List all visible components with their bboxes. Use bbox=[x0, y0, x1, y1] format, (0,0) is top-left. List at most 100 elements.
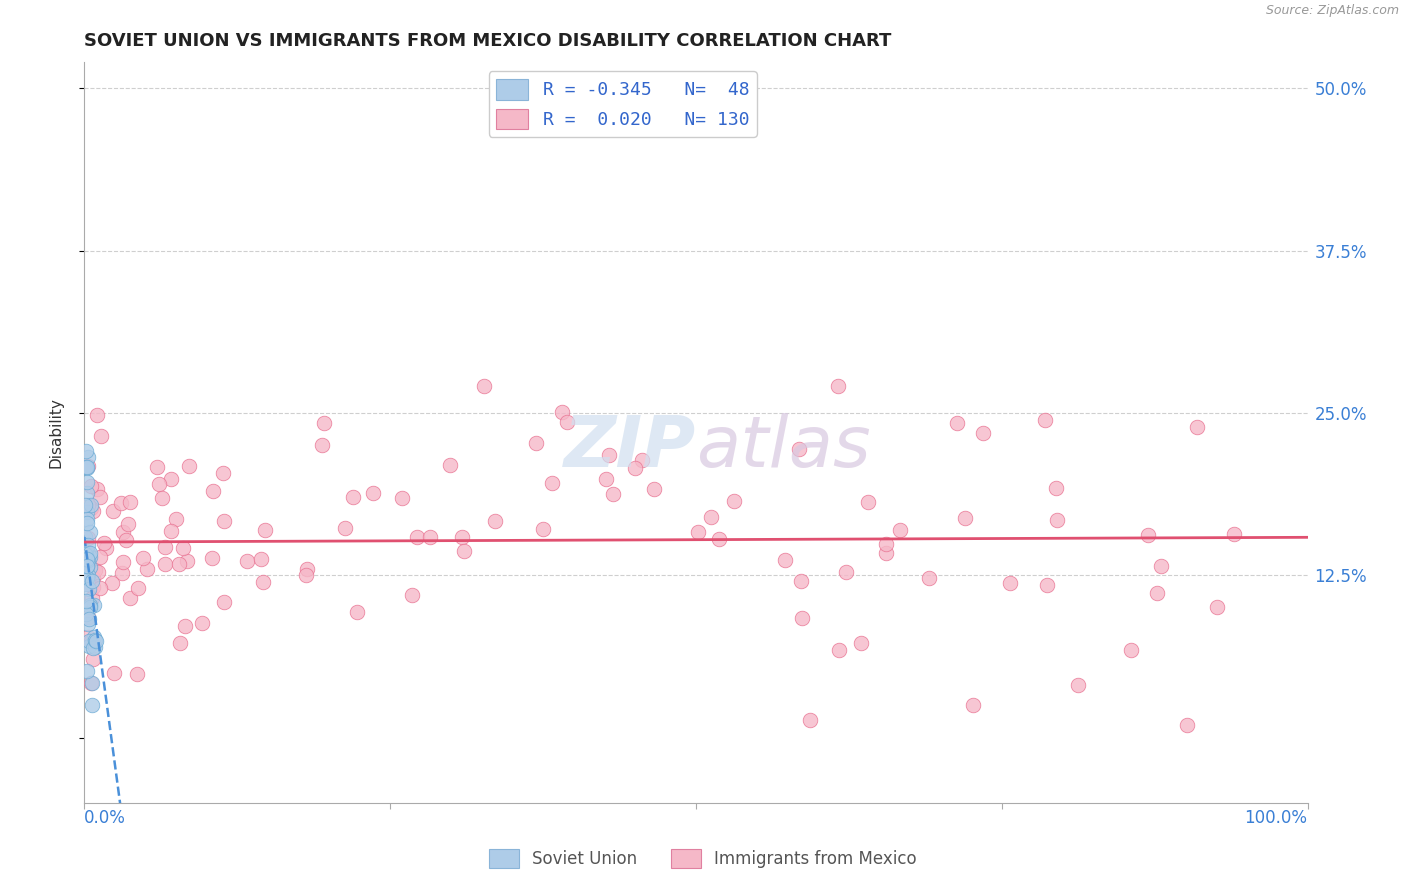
Point bbox=[249, 552, 271, 566]
Point bbox=[79, 559, 101, 574]
Point bbox=[76, 505, 98, 519]
Point bbox=[1223, 527, 1246, 541]
Point bbox=[972, 426, 994, 441]
Point bbox=[79, 598, 101, 612]
Point bbox=[76, 511, 98, 525]
Point bbox=[835, 565, 858, 579]
Legend: Soviet Union, Immigrants from Mexico: Soviet Union, Immigrants from Mexico bbox=[482, 842, 924, 875]
Point bbox=[439, 458, 461, 472]
Point bbox=[962, 698, 984, 712]
Point bbox=[75, 549, 97, 563]
Point bbox=[202, 483, 225, 498]
Point bbox=[77, 450, 100, 464]
Point bbox=[127, 581, 149, 595]
Point bbox=[551, 405, 574, 419]
Point bbox=[531, 522, 554, 536]
Point bbox=[159, 472, 181, 486]
Point bbox=[1046, 513, 1069, 527]
Point bbox=[212, 514, 235, 528]
Point bbox=[77, 531, 100, 545]
Point bbox=[77, 582, 100, 596]
Text: 100.0%: 100.0% bbox=[1244, 809, 1308, 827]
Point bbox=[1121, 642, 1143, 657]
Point bbox=[77, 610, 100, 624]
Point bbox=[83, 598, 105, 612]
Text: SOVIET UNION VS IMMIGRANTS FROM MEXICO DISABILITY CORRELATION CHART: SOVIET UNION VS IMMIGRANTS FROM MEXICO D… bbox=[84, 32, 891, 50]
Point bbox=[77, 639, 100, 653]
Text: ZIP: ZIP bbox=[564, 413, 696, 482]
Point bbox=[342, 490, 364, 504]
Point bbox=[79, 546, 101, 560]
Point bbox=[76, 475, 98, 489]
Point bbox=[858, 495, 880, 509]
Point bbox=[1187, 420, 1209, 434]
Point bbox=[401, 588, 423, 602]
Point bbox=[1175, 718, 1198, 732]
Point bbox=[77, 576, 100, 591]
Point bbox=[311, 438, 333, 452]
Point bbox=[82, 591, 104, 605]
Point bbox=[79, 633, 101, 648]
Point bbox=[100, 576, 122, 591]
Legend: R = -0.345   N=  48, R =  0.020   N= 130: R = -0.345 N= 48, R = 0.020 N= 130 bbox=[488, 71, 756, 136]
Point bbox=[75, 547, 97, 561]
Point bbox=[235, 554, 257, 568]
Y-axis label: Disability: Disability bbox=[49, 397, 63, 468]
Point bbox=[86, 482, 108, 496]
Point bbox=[77, 568, 100, 582]
Point bbox=[602, 487, 624, 501]
Point bbox=[484, 514, 506, 528]
Point bbox=[889, 523, 911, 537]
Point bbox=[419, 530, 441, 544]
Point bbox=[176, 554, 198, 568]
Point bbox=[76, 460, 98, 475]
Point bbox=[790, 610, 813, 624]
Point bbox=[80, 675, 103, 690]
Point bbox=[201, 551, 224, 566]
Point bbox=[148, 476, 170, 491]
Point bbox=[1036, 578, 1059, 592]
Point bbox=[79, 612, 101, 626]
Point bbox=[76, 516, 98, 530]
Point bbox=[346, 605, 368, 619]
Point bbox=[211, 467, 233, 481]
Point bbox=[174, 618, 197, 632]
Point bbox=[361, 486, 384, 500]
Point bbox=[153, 540, 176, 554]
Point bbox=[135, 562, 157, 576]
Point bbox=[75, 444, 97, 458]
Point bbox=[77, 558, 100, 572]
Point bbox=[76, 559, 98, 574]
Point bbox=[79, 550, 101, 565]
Point bbox=[686, 524, 709, 539]
Point bbox=[82, 640, 104, 655]
Point bbox=[75, 607, 97, 622]
Point bbox=[84, 563, 107, 577]
Point bbox=[946, 416, 969, 430]
Point bbox=[75, 459, 97, 474]
Point bbox=[87, 565, 110, 579]
Point bbox=[77, 546, 100, 560]
Point bbox=[1033, 413, 1056, 427]
Point bbox=[212, 595, 235, 609]
Point bbox=[110, 566, 132, 580]
Point bbox=[451, 530, 474, 544]
Point bbox=[77, 498, 100, 512]
Point bbox=[82, 504, 104, 518]
Point bbox=[75, 498, 97, 512]
Point bbox=[82, 580, 104, 594]
Point bbox=[80, 676, 103, 690]
Point bbox=[955, 511, 977, 525]
Point bbox=[111, 524, 134, 539]
Point bbox=[595, 472, 617, 486]
Point bbox=[103, 665, 125, 680]
Point bbox=[77, 538, 100, 552]
Point bbox=[76, 461, 98, 475]
Point bbox=[76, 552, 98, 566]
Point bbox=[75, 547, 97, 561]
Point bbox=[172, 541, 194, 556]
Point bbox=[254, 523, 277, 537]
Point bbox=[555, 415, 578, 429]
Point bbox=[723, 494, 745, 508]
Point bbox=[89, 549, 111, 564]
